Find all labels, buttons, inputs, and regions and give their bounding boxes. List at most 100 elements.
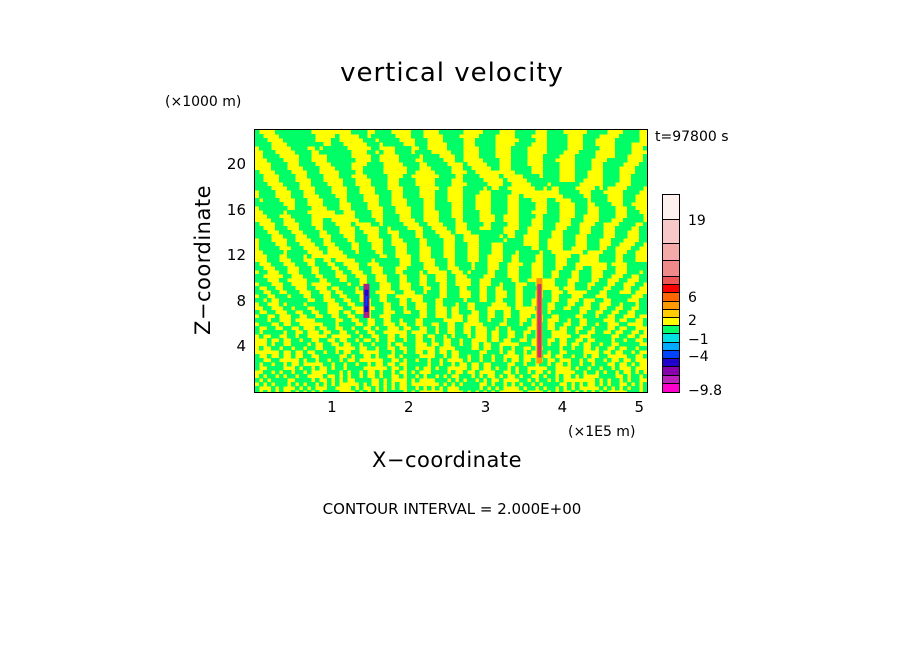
- field-cell: [523, 170, 528, 175]
- field-cell: [571, 322, 576, 327]
- field-cell: [623, 278, 628, 283]
- field-cell: [571, 366, 576, 371]
- field-cell: [279, 362, 284, 367]
- field-cell: [335, 378, 340, 383]
- field-cell: [387, 374, 392, 379]
- field-cell: [287, 186, 292, 191]
- field-cell: [555, 150, 560, 155]
- field-cell: [595, 230, 600, 235]
- field-cell: [435, 246, 440, 251]
- field-cell: [479, 306, 484, 311]
- field-cell: [411, 246, 416, 251]
- field-cell: [551, 214, 556, 219]
- field-cell: [483, 318, 488, 323]
- field-cell: [471, 290, 476, 295]
- field-cell: [547, 234, 552, 239]
- field-cell: [503, 350, 508, 355]
- field-cell: [263, 154, 268, 159]
- field-cell: [407, 330, 412, 335]
- field-cell: [503, 334, 508, 339]
- field-cell: [571, 258, 576, 263]
- field-cell: [287, 374, 292, 379]
- field-cell: [607, 166, 612, 171]
- field-cell: [375, 310, 380, 315]
- field-cell: [415, 238, 420, 243]
- field-cell: [555, 310, 560, 315]
- field-cell: [319, 270, 324, 275]
- field-cell: [475, 354, 480, 359]
- field-cell: [555, 174, 560, 179]
- field-cell: [367, 250, 372, 255]
- field-cell: [287, 370, 292, 375]
- field-cell: [519, 342, 524, 347]
- field-cell: [543, 298, 548, 303]
- field-cell: [283, 134, 288, 139]
- field-cell: [607, 258, 612, 263]
- field-cell: [579, 286, 584, 291]
- field-cell: [587, 390, 592, 392]
- field-cell: [431, 362, 436, 367]
- colorbar-band: [663, 244, 679, 261]
- colorbar-band: [663, 367, 679, 376]
- field-cell: [603, 366, 608, 371]
- field-cell: [551, 310, 556, 315]
- field-cell: [471, 194, 476, 199]
- field-cell: [459, 334, 464, 339]
- field-cell: [291, 254, 296, 259]
- field-cell: [387, 210, 392, 215]
- field-cell: [327, 186, 332, 191]
- field-cell: [575, 362, 580, 367]
- field-cell: [631, 374, 636, 379]
- field-cell: [507, 182, 512, 187]
- field-cell: [319, 382, 324, 387]
- field-cell: [347, 170, 352, 175]
- field-cell: [355, 302, 360, 307]
- field-cell: [299, 334, 304, 339]
- field-cell: [503, 362, 508, 367]
- field-cell: [507, 358, 512, 363]
- field-cell: [455, 258, 460, 263]
- field-cell: [455, 294, 460, 299]
- field-cell: [275, 314, 280, 319]
- field-cell: [299, 198, 304, 203]
- field-cell: [555, 146, 560, 151]
- field-cell: [275, 382, 280, 387]
- field-cell: [523, 222, 528, 227]
- field-cell: [399, 142, 404, 147]
- field-cell: [283, 170, 288, 175]
- field-cell: [423, 294, 428, 299]
- field-cell: [491, 278, 496, 283]
- field-cell: [415, 142, 420, 147]
- field-cell: [411, 206, 416, 211]
- field-cell: [519, 218, 524, 223]
- field-cell: [399, 366, 404, 371]
- field-cell: [375, 318, 380, 323]
- field-cell: [395, 322, 400, 327]
- field-cell: [555, 134, 560, 139]
- field-cell: [299, 370, 304, 375]
- field-cell: [483, 258, 488, 263]
- field-cell: [567, 182, 572, 187]
- field-cell: [359, 354, 364, 359]
- field-cell: [271, 250, 276, 255]
- field-cell: [375, 166, 380, 171]
- field-cell: [507, 298, 512, 303]
- field-cell: [607, 202, 612, 207]
- field-cell: [279, 250, 284, 255]
- field-cell: [579, 302, 584, 307]
- field-cell: [591, 134, 596, 139]
- field-cell: [423, 146, 428, 151]
- field-cell: [475, 282, 480, 287]
- field-cell: [387, 390, 392, 392]
- field-cell: [287, 326, 292, 331]
- field-cell: [311, 174, 316, 179]
- field-cell: [611, 378, 616, 383]
- field-cell: [307, 154, 312, 159]
- field-cell: [639, 234, 644, 239]
- field-cell: [551, 134, 556, 139]
- field-cell: [599, 298, 604, 303]
- field-cell: [539, 378, 544, 383]
- field-cell: [467, 186, 472, 191]
- field-cell: [451, 218, 456, 223]
- field-cell: [283, 370, 288, 375]
